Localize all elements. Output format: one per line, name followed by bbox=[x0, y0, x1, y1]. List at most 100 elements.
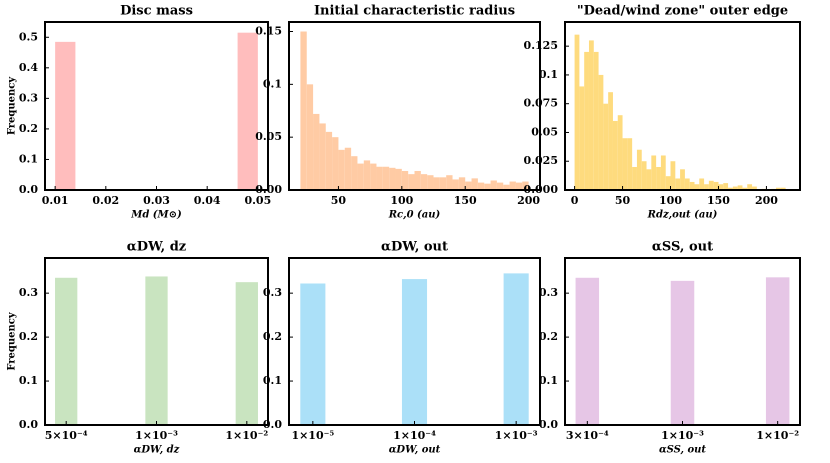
histogram-bar bbox=[414, 170, 421, 190]
histogram-bar bbox=[699, 178, 705, 190]
histogram-bar bbox=[477, 182, 485, 190]
histogram-bar bbox=[747, 184, 753, 190]
y-tick-label: 0.00 bbox=[255, 183, 282, 196]
x-axis-label: Md (M⊙) bbox=[130, 210, 182, 221]
y-tick-label: 0.1 bbox=[19, 374, 38, 387]
x-tick-label: 200 bbox=[755, 194, 778, 207]
bar bbox=[55, 277, 78, 425]
x-tick-label: 3×10⁻⁴ bbox=[566, 429, 609, 442]
y-tick-label: 0.0 bbox=[539, 418, 558, 431]
y-tick-label: 0.3 bbox=[539, 286, 558, 299]
histogram-bar bbox=[509, 181, 516, 190]
y-tick-label: 0.0 bbox=[263, 418, 282, 431]
histogram-bar bbox=[646, 169, 652, 190]
axes-frame bbox=[44, 257, 269, 426]
histogram-bar bbox=[704, 184, 709, 190]
y-tick-label: 0.075 bbox=[524, 97, 558, 110]
x-tick-label: 1×10⁻³ bbox=[495, 429, 538, 442]
histogram-bar bbox=[325, 131, 333, 190]
histogram-bar bbox=[574, 34, 580, 191]
histogram-bar bbox=[344, 147, 352, 190]
histogram-bar bbox=[660, 155, 666, 190]
y-tick-label: 0.125 bbox=[524, 39, 558, 52]
panel-title: Initial characteristic radius bbox=[314, 4, 515, 19]
histogram-bar bbox=[622, 138, 628, 190]
histogram-bar bbox=[665, 176, 671, 190]
y-tick-label: 0.025 bbox=[524, 154, 558, 167]
histogram-bar bbox=[627, 138, 633, 190]
histogram-bar bbox=[471, 178, 478, 190]
y-tick-label: 0.2 bbox=[19, 122, 38, 135]
axes-frame bbox=[564, 21, 801, 191]
x-tick-label: 0 bbox=[571, 194, 579, 207]
y-tick-label: 0.0 bbox=[19, 183, 38, 196]
panel-title: αSS, out bbox=[652, 240, 713, 255]
x-axis-label: Rdz,out (au) bbox=[647, 210, 718, 221]
histogram-bar bbox=[300, 31, 307, 191]
histogram-bar bbox=[433, 177, 440, 190]
x-tick-label: 0.01 bbox=[42, 194, 69, 207]
histogram-bar bbox=[742, 187, 748, 190]
x-tick-label: 150 bbox=[707, 194, 730, 207]
histogram-bar bbox=[465, 181, 472, 190]
histogram-bar bbox=[351, 156, 358, 190]
histogram-bar bbox=[776, 187, 781, 190]
histogram-bar bbox=[718, 184, 724, 190]
y-tick-label: 0.15 bbox=[255, 25, 282, 38]
x-tick-label: 1×10⁻³ bbox=[661, 429, 704, 442]
bar bbox=[670, 280, 695, 425]
histogram-bar bbox=[522, 181, 529, 190]
x-tick-label: 0.05 bbox=[244, 194, 271, 207]
y-tick-label: 0.1 bbox=[263, 77, 282, 90]
axes-frame bbox=[564, 257, 801, 426]
histogram-bar bbox=[332, 137, 339, 190]
y-tick-label: 0.1 bbox=[263, 374, 282, 387]
axes-frame bbox=[288, 257, 541, 426]
x-tick-label: 1×10⁻² bbox=[225, 429, 268, 442]
y-tick-label: 0.000 bbox=[524, 183, 559, 196]
histogram-bar bbox=[515, 182, 523, 190]
y-tick-label: 0.2 bbox=[539, 330, 558, 343]
histogram-bar bbox=[723, 183, 729, 190]
y-tick-label: 0.2 bbox=[19, 330, 38, 343]
y-tick-label: 0.5 bbox=[19, 30, 38, 43]
y-axis-label: Frequency bbox=[7, 76, 18, 136]
bar bbox=[765, 277, 790, 425]
bar bbox=[300, 283, 326, 425]
histogram-bar bbox=[593, 51, 599, 190]
histogram-bar bbox=[641, 161, 647, 190]
x-axis-label: αDW, dz bbox=[134, 445, 180, 456]
x-tick-label: 0.03 bbox=[143, 194, 170, 207]
x-axis-label: αDW, out bbox=[389, 445, 441, 456]
histogram-bar bbox=[780, 187, 786, 190]
histogram-bar bbox=[579, 86, 585, 190]
x-tick-label: 1×10⁻² bbox=[756, 429, 799, 442]
y-tick-label: 0.3 bbox=[19, 286, 38, 299]
histogram-bar bbox=[737, 185, 743, 190]
x-tick-label: 1×10⁻³ bbox=[135, 429, 178, 442]
histogram-bar bbox=[395, 168, 402, 190]
bar bbox=[235, 282, 258, 425]
histogram-bar bbox=[656, 166, 661, 190]
histogram-bar bbox=[708, 180, 714, 190]
panel-title: αDW, dz bbox=[127, 240, 186, 255]
histogram-bar bbox=[382, 166, 390, 190]
axes-frame bbox=[288, 21, 541, 191]
histogram-bar bbox=[636, 149, 642, 190]
histogram-bar bbox=[357, 163, 364, 190]
histogram-bar bbox=[446, 175, 453, 190]
histogram-bar bbox=[313, 113, 320, 190]
x-tick-label: 1×10⁻⁴ bbox=[393, 429, 436, 442]
y-tick-label: 0.3 bbox=[263, 286, 282, 299]
bar bbox=[575, 277, 600, 425]
x-tick-label: 50 bbox=[331, 194, 347, 207]
x-tick-label: 100 bbox=[390, 194, 413, 207]
histogram-bar bbox=[452, 179, 459, 190]
histogram-bar bbox=[420, 174, 428, 190]
x-tick-label: 50 bbox=[615, 194, 631, 207]
histogram-bar bbox=[713, 181, 719, 190]
y-tick-label: 0.1 bbox=[539, 374, 558, 387]
histogram-bar bbox=[675, 178, 681, 190]
histogram-bar bbox=[694, 184, 700, 190]
